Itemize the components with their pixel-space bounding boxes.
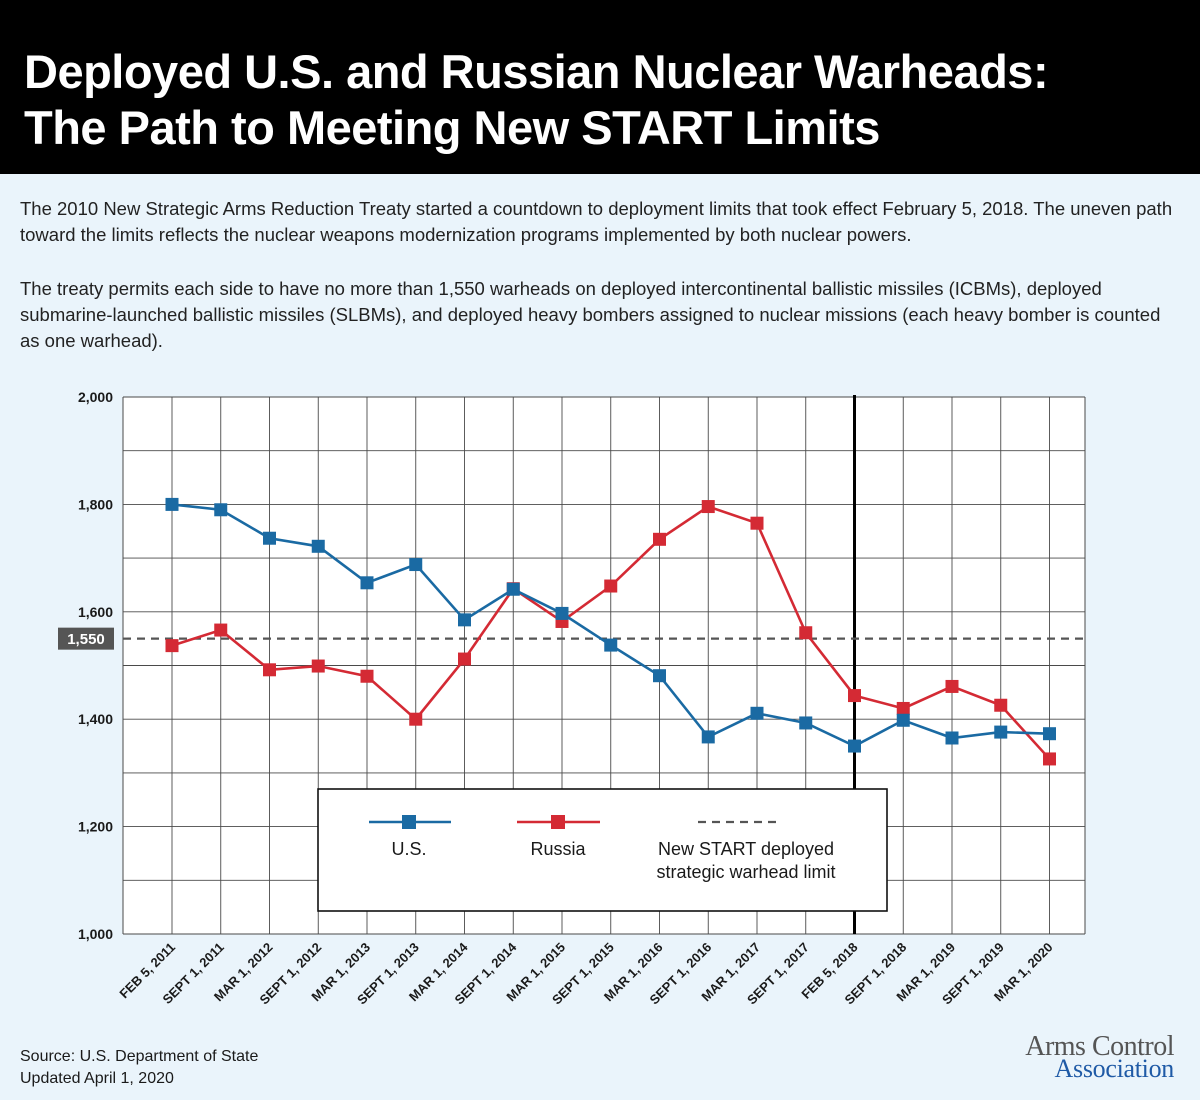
data-point	[409, 712, 423, 726]
data-point	[458, 613, 471, 627]
limit-reference: 1,550	[58, 627, 1085, 650]
y-tick-label: 1,000	[78, 926, 113, 942]
data-point	[165, 639, 179, 653]
intro-paragraph-1: The 2010 New Strategic Arms Reduction Tr…	[20, 198, 1173, 245]
data-point	[799, 626, 813, 640]
legend-us-label: U.S.	[391, 839, 426, 859]
data-point	[701, 730, 715, 744]
line-chart: 1,550 1,000 1,200 1,400 1,600 1,800 2,000 FEB…	[58, 389, 1086, 1007]
title-line-1: Deployed U.S. and Russian Nuclear Warhea…	[24, 45, 1049, 98]
data-point	[311, 659, 325, 673]
data-point	[945, 679, 959, 693]
data-point	[360, 669, 374, 683]
data-point	[750, 706, 764, 720]
data-point	[604, 579, 618, 593]
limit-label: 1,550	[67, 631, 105, 648]
data-point	[653, 532, 666, 546]
data-point	[165, 497, 179, 511]
y-tick-label: 1,200	[78, 819, 113, 835]
y-axis-ticks: 1,000 1,200 1,400 1,600 1,800 2,000	[78, 389, 113, 942]
legend-limit-label-1: New START deployed	[658, 839, 834, 859]
data-point	[214, 623, 228, 637]
series-us	[165, 497, 1056, 753]
chart-series	[165, 497, 1056, 766]
data-point	[1043, 752, 1056, 766]
arms-control-association-logo: Arms Control Association	[1025, 1031, 1175, 1083]
legend-box	[317, 788, 888, 912]
data-point	[896, 713, 910, 727]
legend-us-marker	[402, 815, 416, 829]
data-point	[994, 725, 1008, 739]
data-point	[555, 606, 569, 620]
logo-line-2: Association	[1054, 1054, 1175, 1083]
data-point	[311, 539, 325, 553]
legend-limit-label-2: strategic warhead limit	[656, 862, 835, 882]
logo-line-1: Arms Control	[1025, 1031, 1174, 1062]
data-point	[458, 652, 471, 666]
data-point	[994, 698, 1008, 712]
data-point	[750, 516, 764, 530]
legend-russia-label: Russia	[530, 839, 586, 859]
y-tick-label: 2,000	[78, 389, 113, 405]
data-point	[653, 669, 666, 683]
source-note: Source: U.S. Department of State Updated…	[20, 1046, 258, 1090]
data-point	[848, 689, 861, 703]
limit-label-box	[58, 627, 114, 650]
data-point	[848, 739, 861, 753]
intro-paragraph-2: The treaty permits each side to have no …	[20, 278, 1161, 351]
data-point	[360, 576, 374, 590]
data-point	[1043, 727, 1056, 741]
updated-text: Updated April 1, 2020	[20, 1070, 174, 1087]
data-point	[409, 558, 423, 572]
source-text: Source: U.S. Department of State	[20, 1048, 259, 1065]
data-point	[263, 663, 276, 677]
y-tick-label: 1,400	[78, 711, 113, 727]
data-point	[896, 701, 910, 715]
legend-russia-marker	[551, 815, 565, 829]
data-point	[506, 582, 520, 596]
data-point	[945, 731, 959, 745]
data-point	[799, 716, 813, 730]
y-tick-label: 1,800	[78, 496, 113, 512]
y-tick-label: 1,600	[78, 604, 113, 620]
data-point	[604, 638, 618, 652]
data-point	[701, 500, 715, 514]
series-russia	[165, 500, 1056, 766]
header-banner: Deployed U.S. and Russian Nuclear Warhea…	[0, 0, 1200, 174]
chart-legend: U.S. Russia New START deployed strategic wa…	[317, 788, 888, 912]
data-point	[214, 503, 228, 517]
data-point	[263, 531, 276, 545]
title-line-2: The Path to Meeting New START Limits	[24, 101, 880, 154]
